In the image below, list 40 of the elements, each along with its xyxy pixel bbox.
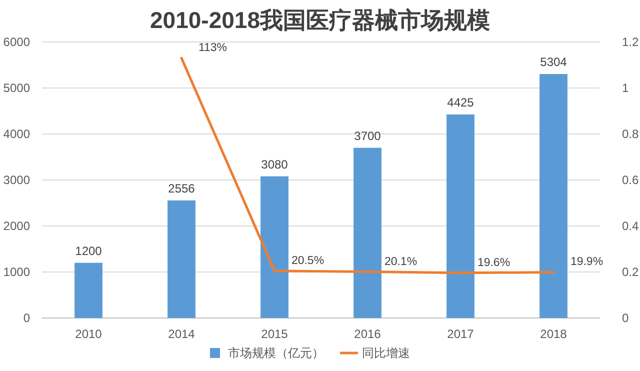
data-label: 20.1%	[384, 256, 418, 268]
x-tick-label: 2015	[261, 327, 288, 341]
data-label: 20.5%	[291, 254, 324, 267]
y-tick-label: 6000	[3, 35, 30, 49]
bar	[260, 176, 288, 318]
data-label: 5304	[540, 55, 568, 70]
data-label: 3080	[261, 157, 288, 172]
bar	[168, 200, 196, 318]
x-tick-label: 2014	[168, 327, 196, 341]
bar	[540, 74, 568, 318]
bar	[446, 114, 474, 318]
y-tick-label: 5000	[3, 81, 30, 95]
bar	[74, 262, 102, 318]
x-tick-label: 2010	[75, 327, 102, 341]
data-label: 1200	[75, 244, 102, 258]
data-label: 3700	[354, 128, 382, 143]
data-label: 19.9%	[570, 256, 604, 268]
bar	[354, 148, 382, 318]
y-tick-label: 1000	[3, 265, 30, 279]
y2-tick-label: 0.4	[622, 219, 640, 233]
y-tick-label: 3000	[3, 173, 30, 187]
y2-tick-label: 0.2	[622, 265, 640, 279]
legend-label: 市场规模（亿元）	[228, 346, 324, 360]
x-tick-label: 2017	[447, 327, 474, 341]
data-label: 19.6%	[477, 256, 510, 269]
data-label: 113%	[198, 42, 228, 54]
y2-tick-label: 1	[622, 81, 629, 95]
y2-tick-label: 0.6	[622, 173, 640, 187]
y-tick-label: 2000	[3, 219, 30, 233]
y2-tick-label: 0	[622, 311, 629, 325]
y-tick-label: 0	[23, 311, 30, 325]
data-label: 4425	[447, 95, 474, 110]
data-label: 2556	[168, 181, 196, 196]
y2-tick-label: 0.8	[622, 127, 640, 141]
x-tick-label: 2016	[354, 327, 382, 341]
x-tick-label: 2018	[540, 327, 568, 341]
y2-tick-label: 1.2	[622, 35, 640, 49]
legend-label: 同比增速	[362, 346, 410, 360]
y-tick-label: 4000	[3, 127, 30, 141]
chart-title: 2010-2018我国医疗器械市场规模	[150, 7, 490, 33]
